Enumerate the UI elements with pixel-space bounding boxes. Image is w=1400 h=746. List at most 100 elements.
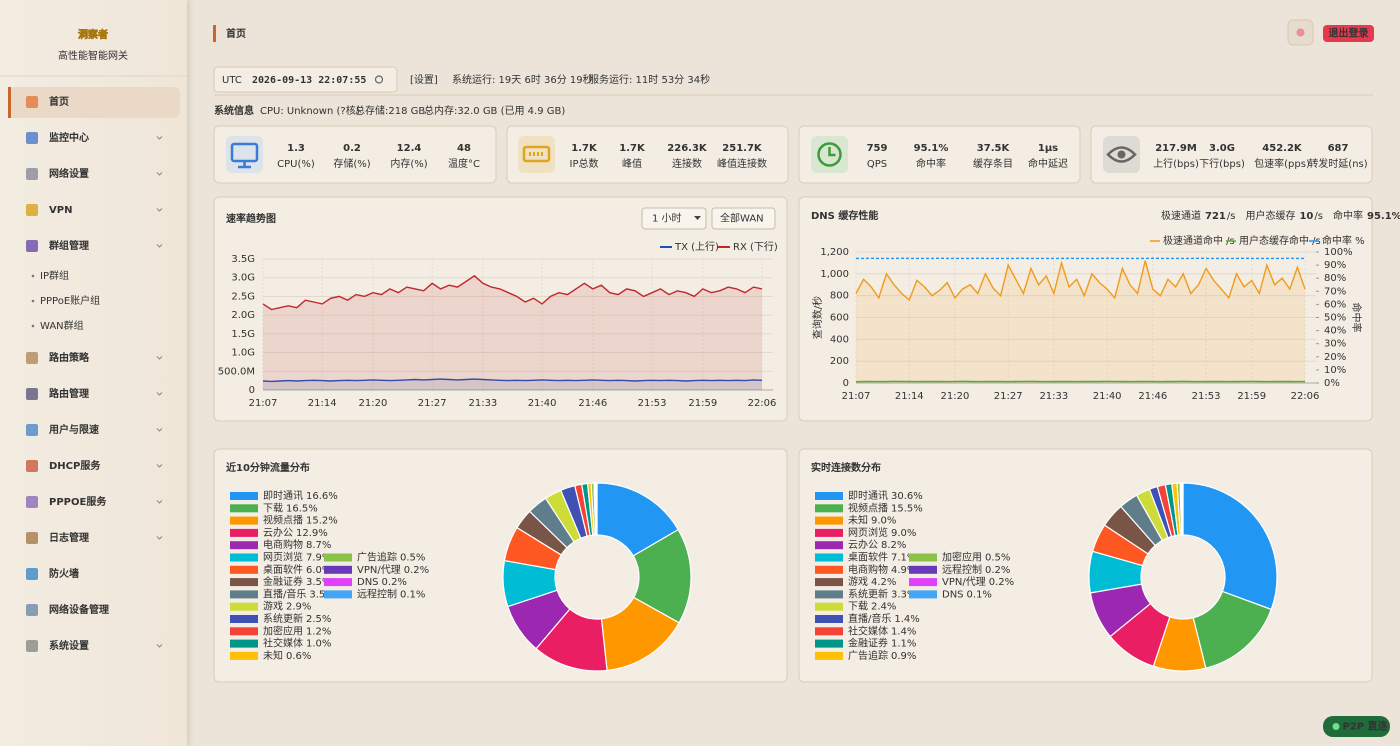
nav-item[interactable]: 网络设置 <box>49 167 89 180</box>
icon-box <box>518 136 555 173</box>
nav-icon <box>26 352 38 364</box>
legend-value: 8.7% <box>306 540 331 551</box>
stat-label: QPS <box>867 159 887 170</box>
p2p-badge[interactable] <box>1323 716 1390 737</box>
legend-label: 游戏 <box>848 575 868 588</box>
nav-item[interactable]: 用户与限速 <box>48 423 99 436</box>
nav-item[interactable]: 系统设置 <box>49 639 89 652</box>
x-tick-label: 21:33 <box>468 398 497 409</box>
nav-subitem[interactable]: IP群组 <box>40 269 69 282</box>
range-select[interactable] <box>641 207 707 230</box>
x-tick-label: 22:06 <box>748 398 777 409</box>
legend-value: 1.2% <box>306 626 331 637</box>
badge-label[interactable]: P2P 直连 <box>1342 720 1388 733</box>
chart-title: 实时连接数分布 <box>811 461 881 474</box>
stat-label: 峰值 <box>622 157 642 170</box>
y-tick-label: 500.0M <box>218 366 255 377</box>
x-tick-label: 21:46 <box>578 398 607 409</box>
legend-label: 广告追踪 <box>848 649 888 662</box>
stat-label: CPU(%) <box>277 159 315 170</box>
legend-value: 15.2% <box>306 516 338 527</box>
legend-value: 16.5% <box>286 503 318 514</box>
y2-tick-label: 90% <box>1324 260 1346 271</box>
refresh-icon[interactable] <box>374 75 384 84</box>
legend-value: 9.0% <box>871 516 896 527</box>
legend-label: 金融证券 <box>848 637 888 650</box>
legend-swatch <box>230 615 258 623</box>
x-tick-label: 21:33 <box>1039 391 1068 402</box>
legend-label: 金融证券 <box>263 575 303 588</box>
wan-select[interactable] <box>711 207 776 230</box>
stat-value: 687 <box>1328 143 1349 154</box>
legend-label: 直播/音乐 <box>263 587 306 600</box>
panel <box>213 196 788 422</box>
legend-label: 即时通讯 <box>848 490 888 502</box>
settings-link[interactable]: [设置] <box>410 74 438 86</box>
nav-icon <box>26 204 38 216</box>
legend-label: 视频点播 <box>848 501 888 514</box>
summary-label: 极速通道 <box>1161 209 1201 222</box>
stat-label: 峰值连接数 <box>717 157 767 170</box>
chevron <box>156 208 163 212</box>
legend-swatch <box>815 602 843 611</box>
nav-item[interactable]: 防火墙 <box>49 567 79 580</box>
legend-value: 0.2% <box>404 565 429 576</box>
legend-swatch <box>815 578 843 587</box>
legend-swatch <box>230 565 258 574</box>
nav-subitem[interactable]: PPPoE账户组 <box>40 294 100 307</box>
legend-value: 9.0% <box>891 528 916 539</box>
bullet <box>31 299 35 303</box>
y-tick-label: 1.5G <box>231 329 255 340</box>
logout-label[interactable]: 退出登录 <box>1329 27 1369 40</box>
nav-item[interactable]: PPPOE服务 <box>49 495 107 508</box>
legend-label: 广告追踪 <box>357 551 397 564</box>
nav-item[interactable]: 监控中心 <box>49 131 89 144</box>
stat-label: 下行(bps) <box>1199 157 1245 170</box>
nav-item[interactable]: DHCP服务 <box>49 459 101 472</box>
stat-value: 1µs <box>1038 143 1058 154</box>
legend-value: 12.9% <box>296 528 328 539</box>
bullet <box>31 274 35 278</box>
nav-item[interactable]: 路由策略 <box>49 351 90 364</box>
legend-label: 桌面软件 <box>848 551 888 564</box>
legend-swatch <box>815 590 843 599</box>
nav-icon <box>26 240 38 252</box>
chevron <box>156 464 163 468</box>
legend-swatch <box>324 565 352 574</box>
nav-item[interactable]: 网络设备管理 <box>49 603 109 616</box>
logout-button[interactable] <box>1323 25 1374 42</box>
legend-value: 3.3% <box>891 589 916 600</box>
legend-swatch <box>230 553 258 562</box>
x-tick-label: 21:14 <box>308 398 337 409</box>
stat-card <box>213 125 497 184</box>
legend-label: 游戏 <box>263 600 283 613</box>
chevron <box>156 172 163 176</box>
stat-label: 转发时延(ns) <box>1308 157 1367 170</box>
legend-value: 2.9% <box>286 602 311 613</box>
nav-item[interactable]: 群组管理 <box>49 239 89 252</box>
legend-label: 云办公 <box>263 526 293 539</box>
nav-icon <box>26 132 38 144</box>
chip-icon <box>529 152 543 156</box>
system-uptime: 系统运行: 19天 6时 36分 19秒 <box>452 73 593 86</box>
chevron <box>156 392 163 396</box>
nav-item[interactable]: 路由管理 <box>49 387 89 400</box>
legend-value: 0.5% <box>985 553 1010 564</box>
legend-value: 7.9% <box>306 553 331 564</box>
nav-item[interactable]: VPN <box>49 205 72 216</box>
nav-item[interactable]: 日志管理 <box>49 531 89 544</box>
select-label[interactable]: 1 小时 <box>652 213 682 225</box>
y-tick-label: 400 <box>830 334 849 345</box>
y2-tick-label: 80% <box>1324 273 1346 284</box>
nav-icon <box>26 460 38 472</box>
nav-subitem[interactable]: WAN群组 <box>40 319 84 332</box>
y-tick-label: 1,200 <box>820 247 849 258</box>
y-tick-label: 200 <box>830 356 849 367</box>
x-tick-label: 21:27 <box>994 391 1023 402</box>
legend-value: 4.9% <box>891 565 916 576</box>
select-label[interactable]: 全部WAN <box>720 212 764 225</box>
legend-swatch <box>815 627 843 636</box>
x-tick-label: 21:46 <box>1138 391 1167 402</box>
nav-item[interactable]: 首页 <box>49 95 69 108</box>
